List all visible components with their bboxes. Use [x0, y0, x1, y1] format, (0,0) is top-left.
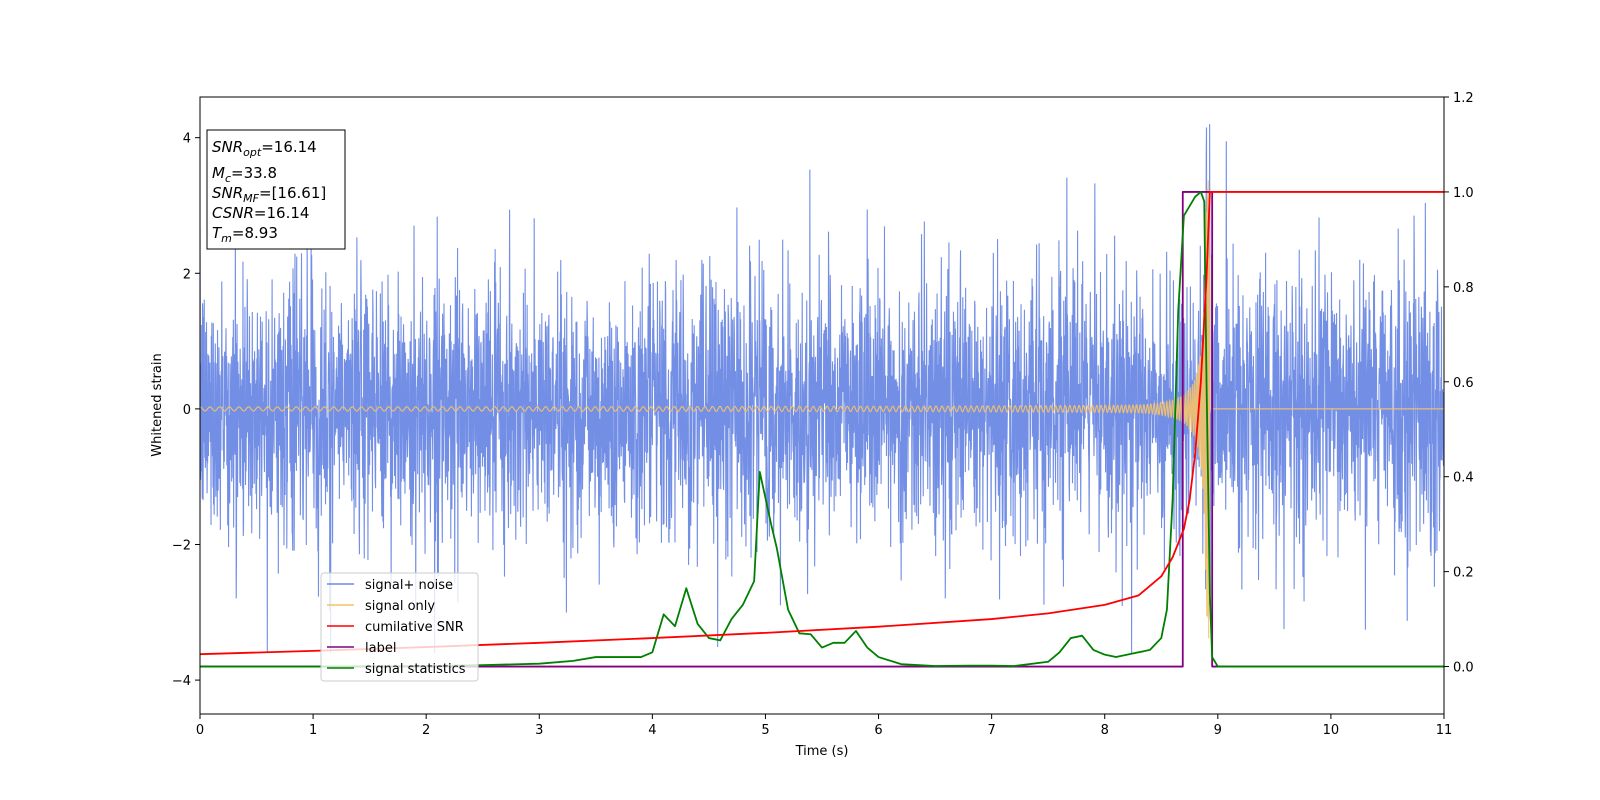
annotation-line-mc: Mc=33.8: [212, 164, 277, 185]
y-tick-label-left: 4: [183, 132, 191, 147]
x-tick-label: 6: [874, 723, 882, 738]
legend-entry-signal-statistics: signal statistics: [327, 662, 466, 677]
x-tick-label: 4: [648, 723, 656, 738]
y-tick-label-right: 1.2: [1453, 91, 1474, 106]
plot-frame: [199, 96, 1445, 715]
series-line-cumilative-snr: [200, 191, 1444, 656]
annotation-box: SNRopt=16.14 Mc=33.8 SNRMF=[16.61] CSNR=…: [206, 129, 346, 250]
legend-entry-signal-only: signal only: [327, 599, 435, 614]
y-tick-label-left: −4: [172, 674, 191, 689]
x-tick-label: 10: [1323, 723, 1340, 738]
annotation-line-csnr: CSNR=16.14: [212, 204, 309, 222]
y-tick-label-right: 0.8: [1453, 281, 1474, 296]
annotation-line-tm: Tm=8.93: [212, 224, 278, 245]
legend-label-signal-noise: signal+ noise: [365, 578, 453, 593]
annotation-box-frame: [206, 129, 346, 250]
x-tick-label: 1: [309, 723, 317, 738]
y-tick-label-right: 0.4: [1453, 471, 1474, 486]
series-line-signal-statistics: [200, 191, 1444, 668]
x-tick-label: 11: [1436, 723, 1453, 738]
series-line-signal-only: [200, 180, 1444, 639]
y-tick-label-left: 2: [183, 267, 191, 282]
legend-label-signal-only: signal only: [365, 599, 435, 614]
y-tick-label-right: 0.0: [1453, 661, 1474, 676]
y-axis-label: Whitened strain: [150, 353, 165, 456]
x-tick-label: 0: [196, 723, 204, 738]
legend-entry-label: label: [327, 641, 396, 656]
x-tick-label: 5: [761, 723, 769, 738]
x-axis: 0 1 2 3 4 5 6 7 8 9 10 11: [196, 714, 1452, 738]
x-tick-label: 9: [1214, 723, 1222, 738]
series-layer: [200, 124, 1444, 668]
legend-label-cumilative-snr: cumilative SNR: [365, 620, 464, 635]
y-tick-label-right: 1.0: [1453, 186, 1474, 201]
legend-entry-cumilative-snr: cumilative SNR: [327, 620, 464, 635]
annotation-line-snr-opt: SNRopt=16.14: [212, 138, 317, 159]
x-axis-label: Time (s): [795, 744, 849, 759]
y-tick-label-left: 0: [183, 403, 191, 418]
legend-label-label: label: [365, 641, 396, 656]
legend-frame: [320, 572, 479, 682]
y-axis-right: 0.0 0.2 0.4 0.6 0.8 1.0 1.2: [1444, 91, 1474, 676]
legend-entry-signal-noise: signal+ noise: [327, 578, 453, 593]
legend: signal+ noise signal only cumilative SNR…: [320, 572, 479, 682]
series-line-signal-noise: [200, 124, 1444, 653]
x-tick-label: 8: [1101, 723, 1109, 738]
x-tick-label: 2: [422, 723, 430, 738]
y-axis-left: −4 −2 0 2 4: [172, 132, 200, 689]
y-tick-label-right: 0.2: [1453, 566, 1474, 581]
x-tick-label: 7: [987, 723, 995, 738]
y-tick-label-left: −2: [172, 538, 191, 553]
y-tick-label-right: 0.6: [1453, 376, 1474, 391]
annotation-line-snr-mf: SNRMF=[16.61]: [212, 184, 326, 205]
x-tick-label: 3: [535, 723, 543, 738]
legend-label-signal-statistics: signal statistics: [365, 662, 466, 677]
